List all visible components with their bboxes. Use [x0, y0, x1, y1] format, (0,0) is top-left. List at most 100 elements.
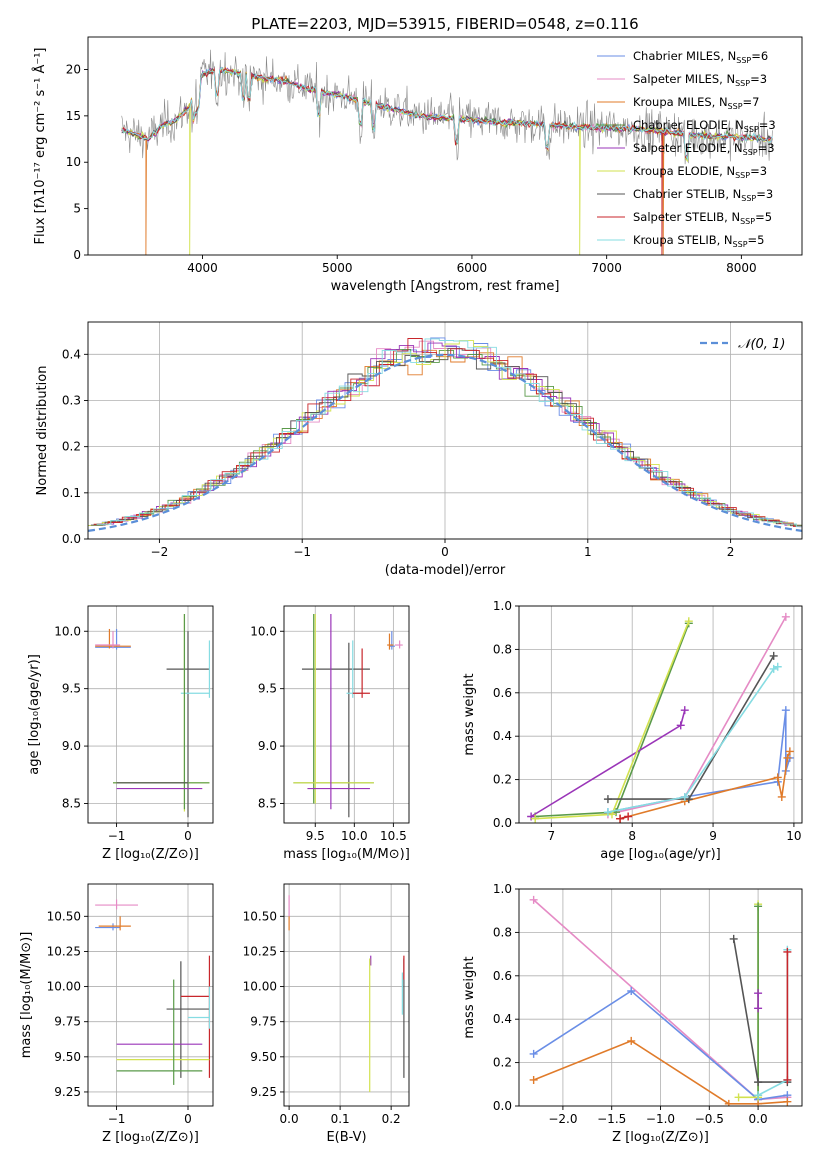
plus-marker — [627, 1036, 636, 1045]
y-tick-label: 9.0 — [258, 739, 277, 753]
plus-marker — [603, 795, 612, 804]
hist-purple — [99, 342, 802, 528]
y-tick-label: 10.00 — [243, 980, 277, 994]
series-cyan — [757, 949, 789, 1096]
axes-weight-vs-Z: −2.0 −1.5 −1.0 −0.5 0.0 0.0 0.2 0.4 0.6 0.8 1.0 Z [… — [462, 882, 803, 1145]
ticks: 9.5 10.0 10.5 8.5 9.0 9.5 10.0 — [250, 624, 406, 843]
x-tick-label: 10 — [786, 829, 801, 843]
legend-label: Kroupa MILES, NSSP=7 — [633, 95, 759, 111]
axes-mass-vs-EBV: 0.0 0.1 0.2 9.25 9.50 9.75 10.00 10.25 10.50 E(B-… — [243, 883, 410, 1145]
y-tick-label: 10.0 — [250, 624, 277, 638]
y-tick-label: 1.0 — [493, 599, 512, 613]
legend-label: Chabrier STELIB, NSSP=3 — [633, 187, 773, 203]
x-axis-label: wavelength [Angstrom, rest frame] — [331, 279, 560, 294]
y-tick-label: 0.2 — [62, 440, 81, 454]
y-tick-label: 9.0 — [62, 739, 81, 753]
y-tick-label: 0.0 — [493, 1099, 512, 1113]
axes-frame — [87, 883, 214, 1107]
legend-label: Kroupa ELODIE, NSSP=3 — [633, 164, 767, 180]
plus-marker — [785, 747, 794, 756]
model-cyan — [121, 66, 773, 161]
axes-frame — [283, 605, 410, 824]
y-tick-label: 0.4 — [493, 729, 512, 743]
ticks: 0.0 0.1 0.2 9.25 9.50 9.75 10.00 10.25 10.50 — [243, 909, 401, 1126]
y-tick-label: 9.25 — [250, 1085, 277, 1099]
x-tick-label: 10.0 — [341, 829, 368, 843]
y-tick-label: 0.4 — [493, 1012, 512, 1026]
x-axis-label: Z [log₁₀(Z/Z⊙)] — [102, 1130, 199, 1145]
series-yellow — [535, 620, 690, 820]
legend-label: 𝒩(0, 1) — [738, 337, 785, 352]
legend-label: Kroupa STELIB, NSSP=5 — [633, 233, 764, 249]
legend-suffix: =3 — [756, 187, 773, 201]
ticks: −1 0 9.25 9.50 9.75 10.00 10.25 10.50 — [47, 909, 192, 1126]
plus-marker — [603, 808, 612, 817]
x-tick-label: 0.1 — [331, 1112, 350, 1126]
plus-marker — [754, 1004, 763, 1013]
y-axis-label: Normed distribution — [35, 366, 50, 496]
plus-marker — [680, 792, 689, 801]
plus-marker — [529, 1075, 538, 1084]
legend-label: Salpeter ELODIE, NSSP=3 — [633, 141, 775, 157]
plus-marker — [754, 1078, 763, 1087]
y-tick-label: 0.0 — [493, 816, 512, 830]
x-tick-label: −2 — [151, 545, 169, 559]
y-tick-label: 20 — [66, 62, 81, 76]
x-tick-label: −1 — [108, 1112, 126, 1126]
legend-subscript: SSP — [728, 102, 743, 111]
plus-marker — [754, 1091, 763, 1100]
normal-curve — [88, 353, 802, 532]
y-tick-label: 9.75 — [54, 1015, 81, 1029]
plus-marker — [781, 612, 790, 621]
plus-marker — [781, 706, 790, 715]
plus-marker — [783, 947, 792, 956]
legend-suffix: =3 — [750, 164, 767, 178]
legend-label: Salpeter STELIB, NSSP=5 — [633, 210, 772, 226]
x-tick-label: 1 — [584, 545, 592, 559]
legend-suffix: =3 — [759, 118, 776, 132]
legend-suffix: =3 — [758, 141, 775, 155]
axes-residuals: −2 −1 0 1 2 0.0 0.1 0.2 0.3 0.4 (data-model)/error… — [35, 321, 803, 578]
series-cyan — [607, 666, 779, 813]
series-dark — [732, 938, 788, 1083]
y-tick-label: 0.8 — [493, 642, 512, 656]
y-axis-label: mass [log₁₀(M/M⊙)] — [19, 932, 34, 1059]
y-tick-label: 0 — [73, 248, 81, 262]
legend-label: Salpeter MILES, NSSP=3 — [633, 72, 767, 88]
y-tick-label: 15 — [66, 109, 81, 123]
plus-marker — [680, 706, 689, 715]
plus-marker — [616, 814, 625, 823]
hist-green — [96, 348, 802, 527]
plus-marker — [783, 753, 792, 762]
legend-suffix: =3 — [750, 72, 767, 86]
axes-frame — [283, 883, 410, 1107]
y-tick-label: 9.5 — [62, 682, 81, 696]
plus-marker — [529, 1049, 538, 1058]
y-tick-label: 9.25 — [54, 1085, 81, 1099]
plus-marker — [783, 1075, 792, 1084]
y-tick-label: 8.5 — [62, 796, 81, 810]
plus-marker — [724, 1099, 733, 1106]
y-tick-label: 0.6 — [493, 686, 512, 700]
y-tick-label: 10.50 — [47, 909, 81, 923]
y-tick-label: 0.3 — [62, 393, 81, 407]
x-tick-label: −1.0 — [646, 1112, 675, 1126]
x-axis-label: E(B-V) — [326, 1130, 366, 1145]
x-tick-label: 8 — [628, 829, 636, 843]
y-tick-label: 9.75 — [250, 1015, 277, 1029]
plus-marker — [729, 934, 738, 943]
x-axis-label: Z [log₁₀(Z/Z⊙)] — [102, 847, 199, 862]
x-tick-label: −1.5 — [597, 1112, 626, 1126]
plus-marker — [754, 902, 763, 911]
x-tick-label: 5000 — [322, 261, 353, 275]
y-tick-label: 5 — [73, 202, 81, 216]
axes-spectrum: 4000 5000 6000 7000 8000 0 5 10 15 20 wavelength [… — [32, 15, 803, 294]
series-dark — [607, 655, 775, 800]
plot-area — [529, 895, 792, 1106]
legend-subscript: SSP — [735, 171, 750, 180]
series-blue — [533, 990, 788, 1101]
plus-marker — [676, 721, 685, 730]
plus-marker — [624, 812, 633, 821]
axes-frame — [518, 888, 803, 1107]
